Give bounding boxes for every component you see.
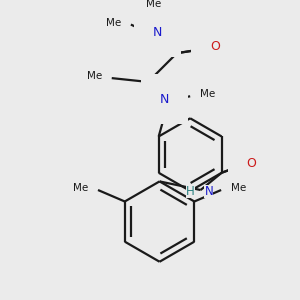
Text: Me: Me [200,89,215,99]
Text: H: H [186,185,195,198]
Text: N: N [160,93,169,106]
Text: Me: Me [231,183,246,193]
Text: Me: Me [106,18,121,28]
Text: N: N [153,26,162,39]
Text: Me: Me [87,71,102,81]
Text: O: O [210,40,220,53]
Text: Me: Me [146,0,161,9]
Text: Me: Me [73,183,88,193]
Text: O: O [246,157,256,170]
Text: N: N [204,185,213,198]
